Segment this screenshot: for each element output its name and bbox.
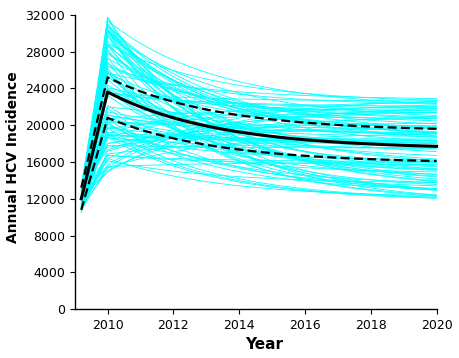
X-axis label: Year: Year — [245, 338, 283, 352]
Y-axis label: Annual HCV Incidence: Annual HCV Incidence — [6, 72, 20, 243]
